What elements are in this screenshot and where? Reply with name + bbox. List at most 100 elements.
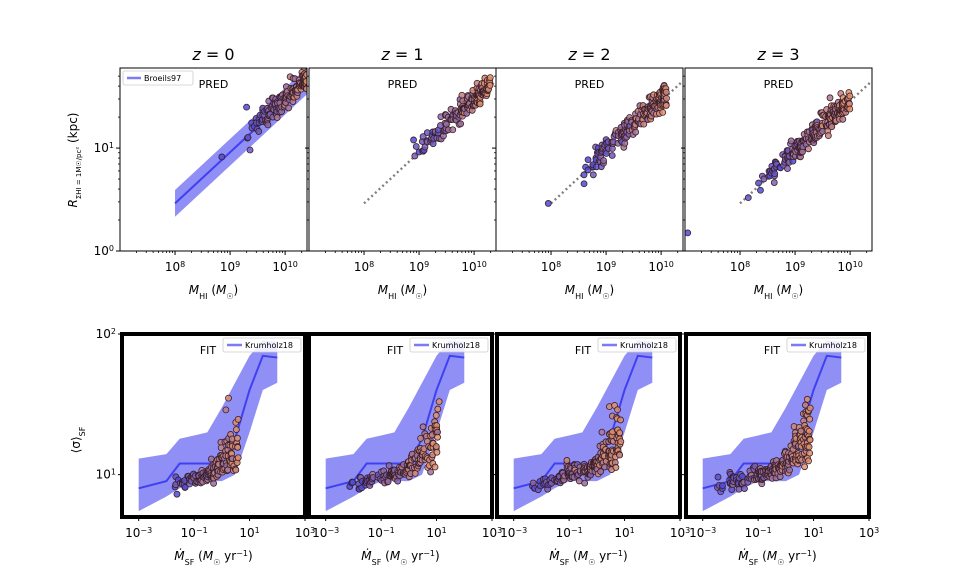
top-xtick-label-3-1: 109 (785, 260, 805, 275)
bottom-xtick-label-1-3: 103 (482, 526, 502, 541)
krumholz18-legend-label-2: Krumholz18 (620, 341, 668, 350)
bottom-xtick-label-2-1: 10−1 (556, 526, 583, 541)
bottom-xtick-label-2-0: 10−3 (500, 526, 527, 541)
top-point-0-81 (285, 104, 292, 112)
bottom-plot-2 (513, 340, 653, 512)
top-point-1-160 (486, 81, 494, 89)
top-xtick-label-0-1: 109 (220, 260, 240, 275)
top-plot-0 (174, 68, 307, 217)
bottom-axes-0: 10−3 10−1 101 103 101 102 (96, 327, 316, 541)
top-point-2-0 (544, 200, 552, 207)
bottom-point-1-169 (435, 398, 443, 406)
top-point-3-147 (826, 94, 834, 102)
top-point-3-221 (846, 92, 854, 100)
top-point-0-1 (243, 103, 250, 111)
top-axes-0: 108 109 1010 100 101 (94, 67, 308, 275)
top-point-3-154 (828, 123, 836, 131)
krumholz18-legend-label-0: Krumholz18 (245, 341, 293, 350)
top-panel-label-1: PRED (388, 78, 418, 91)
top-point-2-42 (608, 152, 616, 159)
bottom-point-2-130 (597, 468, 605, 475)
bottom-plot-0 (138, 340, 278, 512)
bottom-panel-label-0: FIT (200, 344, 217, 357)
top-plot-1 (363, 74, 496, 205)
top-xtick-label-3-2: 1010 (837, 260, 862, 275)
bottom-point-2-199 (617, 438, 625, 446)
top-xlabel-0: MHI (M☉) (189, 283, 238, 301)
bottom-xtick-label-0-2: 101 (239, 526, 259, 541)
bottom-point-1-125 (419, 423, 427, 431)
bottom-xtick-label-2-3: 103 (670, 526, 690, 541)
bottom-point-0-142 (233, 426, 240, 433)
top-xtick-label-0-2: 1010 (272, 260, 297, 275)
bottom-point-3-143 (786, 466, 793, 474)
top-point-1-46 (449, 126, 457, 134)
top-point-2-202 (663, 94, 670, 102)
top-axes-2: 108 109 1010 (492, 67, 684, 275)
bottom-xtick-label-0-0: 10−3 (125, 526, 152, 541)
top-panel-label-2: PRED (575, 78, 605, 91)
bottom-point-1-159 (432, 411, 440, 419)
broeils97-legend-label: Broeils97 (144, 74, 181, 83)
bottom-xlabel-1: ṀSF (M☉ yr−1) (361, 548, 439, 567)
bottom-point-0-140 (232, 466, 240, 474)
bottom-panel-label-3: FIT (764, 344, 781, 357)
bottom-axes-3: 10−3 10−1 101 103 (682, 332, 879, 541)
bottom-point-1-43 (385, 462, 393, 469)
top-point-2-177 (659, 108, 667, 116)
top-point-3-14 (770, 179, 778, 186)
bottom-point-2-77 (581, 479, 589, 487)
top-point-3-0 (685, 229, 692, 237)
bottom-point-1-3 (349, 478, 357, 486)
bottom-point-0-149 (234, 454, 242, 462)
bottom-point-2-134 (598, 428, 606, 436)
top-xtick-label-2-0: 108 (541, 260, 561, 275)
top-ylabel: RΣHI = 1M☉/pc² (kpc) (66, 113, 83, 208)
bottom-xtick-label-3-3: 103 (859, 526, 879, 541)
top-xlabel-1: MHI (M☉) (378, 283, 427, 301)
top-point-0-53 (273, 114, 281, 121)
bottom-point-2-177 (612, 464, 620, 471)
bottom-point-1-168 (434, 405, 442, 413)
bottom-xtick-label-3-1: 10−1 (745, 526, 772, 541)
top-point-1-66 (458, 91, 466, 99)
top-xtick-label-3-0: 108 (730, 260, 750, 275)
krumholz18-legend-box-2 (597, 337, 677, 353)
krumholz18-legend-label-3: Krumholz18 (809, 341, 857, 350)
bottom-point-0-147 (234, 443, 242, 451)
title-z-2: z = 2 (567, 45, 610, 64)
top-point-1-2 (412, 143, 420, 150)
bottom-axes-2: 10−3 10−1 101 103 (493, 332, 690, 541)
bottom-point-3-219 (806, 404, 814, 412)
top-xtick-label-1-1: 109 (409, 260, 429, 275)
top-point-0-3 (244, 133, 252, 141)
bottom-point-3-210 (805, 457, 812, 465)
top-point-2-2 (580, 171, 588, 179)
bottom-plot-1 (325, 340, 465, 512)
top-point-2-29 (600, 157, 607, 164)
top-point-2-9 (589, 171, 597, 179)
top-frame-3 (684, 67, 873, 252)
bottom-point-0-148 (234, 415, 242, 423)
bottom-xlabel-2: ṀSF (M☉ yr−1) (549, 548, 627, 567)
bottom-point-0-109 (222, 406, 230, 414)
top-xtick-label-1-2: 1010 (461, 260, 486, 275)
top-panel-label-0: PRED (199, 78, 229, 91)
top-point-1-62 (457, 120, 465, 128)
top-point-3-1 (744, 194, 752, 202)
bottom-point-3-5 (719, 482, 726, 490)
krumholz18-band-1 (325, 340, 465, 512)
top-point-3-3 (757, 186, 764, 194)
bottom-point-2-196 (616, 429, 624, 437)
top-point-3-140 (824, 132, 832, 140)
krumholz18-legend-box-3 (786, 337, 866, 353)
top-point-3-17 (771, 170, 779, 178)
top-point-2-110 (640, 120, 648, 128)
top-point-1-124 (476, 100, 484, 108)
bottom-axes-1: 10−3 10−1 101 103 (305, 332, 502, 541)
top-point-2-93 (632, 128, 640, 136)
bottom-point-0-3 (173, 490, 181, 498)
bottom-point-3-190 (801, 463, 808, 471)
top-point-1-6 (419, 133, 427, 141)
